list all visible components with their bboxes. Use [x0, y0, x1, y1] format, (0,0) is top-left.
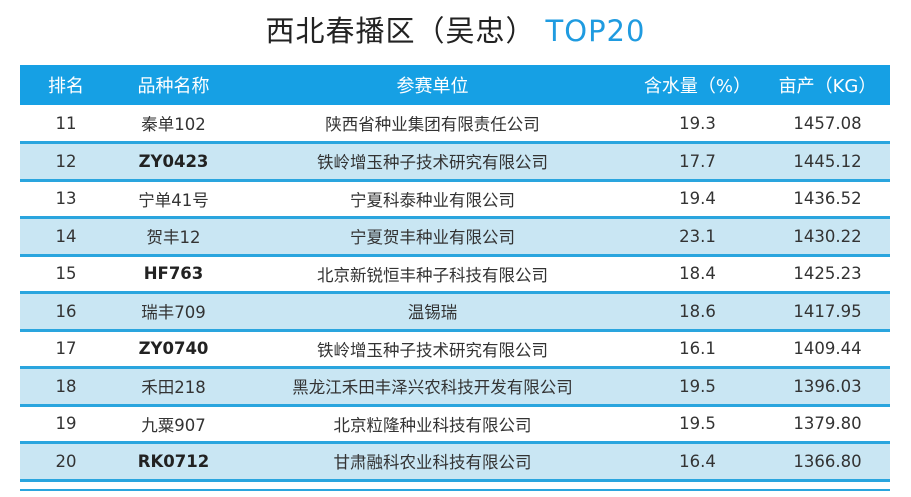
- cell-moisture: 23.1: [679, 226, 716, 246]
- cell-unit: 北京粒隆种业科技有限公司: [333, 415, 532, 435]
- cell-moisture: 19.5: [679, 376, 716, 396]
- cell-yield: 1366.80: [793, 451, 862, 471]
- cell-unit: 陕西省种业集团有限责任公司: [325, 115, 540, 134]
- table-row: 17 ZY0740 铁岭增玉种子技术研究有限公司 16.1 1409.44: [20, 330, 890, 368]
- cell-moisture: 19.4: [679, 189, 716, 209]
- table-header: 排名 品种名称 参赛单位 含水量（%） 亩产（KG）: [20, 65, 890, 105]
- cell-rank: 20: [55, 451, 77, 471]
- cell-variety: HF763: [143, 264, 204, 284]
- cell-rank: 13: [55, 189, 77, 209]
- cell-moisture: 17.7: [679, 151, 716, 171]
- cell-unit: 北京新锐恒丰种子科技有限公司: [317, 265, 548, 285]
- cell-yield: 1457.08: [793, 113, 862, 133]
- cell-unit: 甘肃融科农业科技有限公司: [333, 453, 532, 473]
- header-unit: 参赛单位: [396, 76, 469, 97]
- cell-variety: 九粟907: [141, 415, 206, 435]
- table-row: 11 秦单102 陕西省种业集团有限责任公司 19.3 1457.08: [20, 105, 890, 143]
- table-row: 13 宁单41号 宁夏科泰种业有限公司 19.4 1436.52: [20, 180, 890, 218]
- title-main: 西北春播区（吴忠）: [265, 14, 536, 48]
- cell-rank: 14: [55, 226, 77, 246]
- cell-yield: 1430.22: [793, 226, 862, 246]
- cell-yield: 1445.12: [793, 151, 862, 171]
- cell-variety: 贺丰12: [146, 228, 201, 248]
- ranking-table: 排名 品种名称 参赛单位 含水量（%） 亩产（KG） 11 秦单102 陕西省种业集…: [20, 65, 890, 482]
- table-body: 11 秦单102 陕西省种业集团有限责任公司 19.3 1457.08 12 ZY0423 铁…: [20, 105, 890, 480]
- cell-unit: 温锡瑞: [407, 303, 458, 323]
- header-variety: 品种名称: [137, 76, 210, 97]
- cell-unit: 宁夏科泰种业有限公司: [350, 190, 515, 210]
- cell-variety: 禾田218: [141, 378, 206, 398]
- cell-rank: 15: [55, 264, 77, 284]
- table-row: 18 禾田218 黑龙江禾田丰泽兴农科技开发有限公司 19.5 1396.03: [20, 367, 890, 405]
- cell-moisture: 19.3: [679, 113, 716, 133]
- table-bottom-border: [20, 489, 890, 491]
- cell-rank: 18: [55, 376, 77, 396]
- table-row: 16 瑞丰709 温锡瑞 18.6 1417.95: [20, 292, 890, 330]
- cell-yield: 1436.52: [793, 189, 862, 209]
- cell-rank: 19: [55, 414, 77, 434]
- table-row: 20 RK0712 甘肃融科农业科技有限公司 16.4 1366.80: [20, 442, 890, 480]
- cell-variety: 秦单102: [141, 115, 206, 134]
- table-row: 12 ZY0423 铁岭增玉种子技术研究有限公司 17.7 1445.12: [20, 142, 890, 180]
- cell-unit: 黑龙江禾田丰泽兴农科技开发有限公司: [292, 378, 573, 398]
- header-yield: 亩产（KG）: [778, 76, 877, 97]
- table-row: 14 贺丰12 宁夏贺丰种业有限公司 23.1 1430.22: [20, 217, 890, 255]
- cell-rank: 17: [55, 339, 77, 359]
- header-moisture: 含水量（%）: [643, 76, 752, 97]
- cell-moisture: 19.5: [679, 414, 716, 434]
- cell-variety: 瑞丰709: [141, 303, 206, 323]
- cell-moisture: 16.1: [679, 339, 716, 359]
- cell-yield: 1409.44: [793, 339, 862, 359]
- cell-yield: 1379.80: [793, 414, 862, 434]
- cell-yield: 1396.03: [793, 376, 862, 396]
- table-row: 15 HF763 北京新锐恒丰种子科技有限公司 18.4 1425.23: [20, 255, 890, 293]
- cell-variety: 宁单41号: [138, 190, 209, 210]
- cell-moisture: 18.4: [679, 264, 716, 284]
- cell-rank: 11: [55, 113, 77, 133]
- title-accent: TOP20: [545, 14, 646, 48]
- header-rank: 排名: [48, 76, 84, 97]
- cell-moisture: 16.4: [679, 451, 716, 471]
- page-title: 西北春播区（吴忠） TOP20: [0, 8, 911, 50]
- table-row: 19 九粟907 北京粒隆种业科技有限公司 19.5 1379.80: [20, 405, 890, 443]
- cell-variety: ZY0423: [138, 151, 209, 171]
- cell-variety: ZY0740: [138, 339, 209, 359]
- cell-yield: 1425.23: [793, 264, 862, 284]
- cell-yield: 1417.95: [793, 301, 862, 321]
- header-row: 排名 品种名称 参赛单位 含水量（%） 亩产（KG）: [20, 65, 890, 105]
- cell-variety: RK0712: [137, 451, 210, 471]
- cell-moisture: 18.6: [679, 301, 716, 321]
- cell-unit: 铁岭增玉种子技术研究有限公司: [317, 340, 548, 360]
- cell-rank: 12: [55, 151, 77, 171]
- cell-rank: 16: [55, 301, 77, 321]
- cell-unit: 宁夏贺丰种业有限公司: [350, 228, 515, 248]
- cell-unit: 铁岭增玉种子技术研究有限公司: [317, 153, 548, 173]
